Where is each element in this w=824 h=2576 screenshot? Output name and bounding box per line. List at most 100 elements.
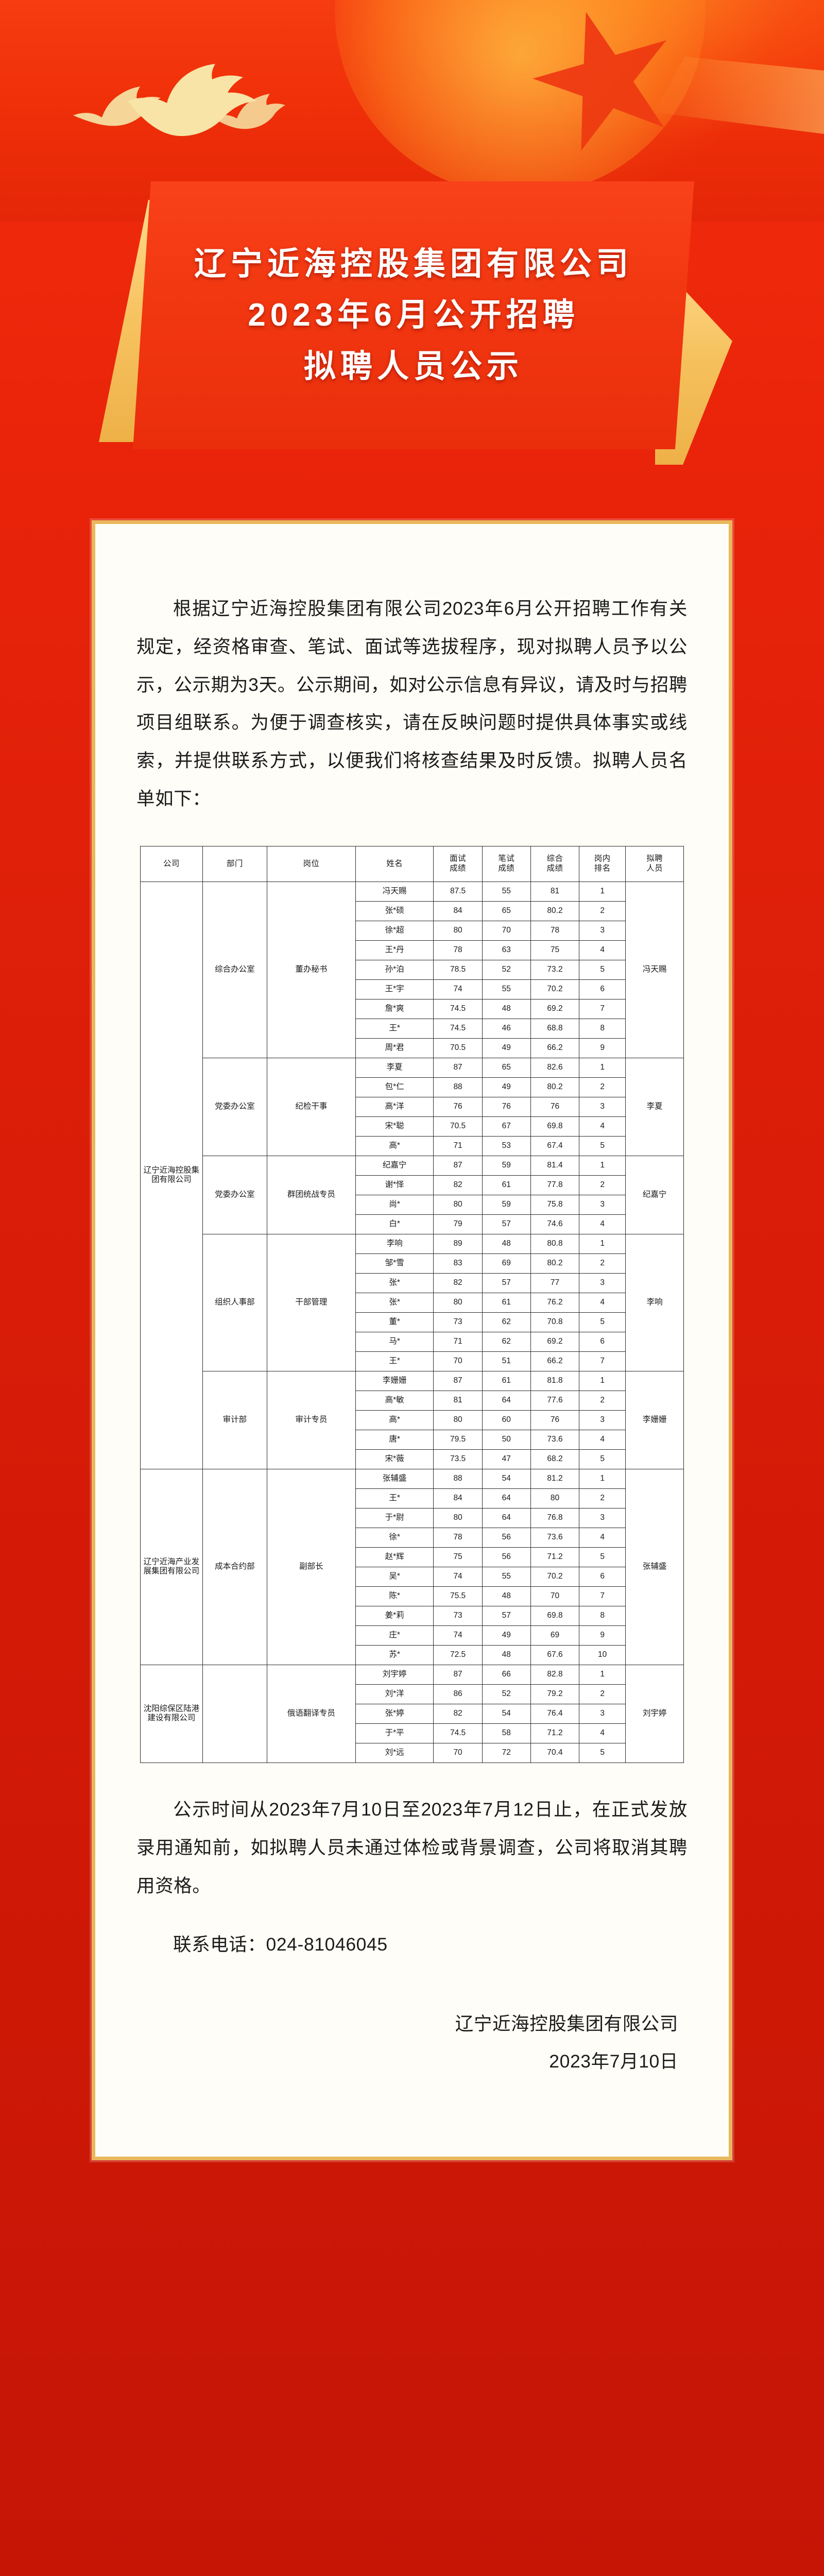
cell-composite-score: 76 bbox=[530, 1410, 580, 1430]
cell-rank: 2 bbox=[579, 1684, 626, 1704]
cell-rank: 1 bbox=[579, 1468, 626, 1489]
cell-name: 于*尉 bbox=[355, 1507, 434, 1528]
table-row: 白* 79 57 74.6 4 bbox=[141, 1214, 684, 1234]
table-row: 詹*爽 74.5 48 69.2 7 bbox=[141, 998, 684, 1019]
cell-position: 纪检干事 bbox=[266, 1057, 356, 1156]
cell-name: 宋*薇 bbox=[355, 1449, 434, 1469]
cell-interview-score: 74 bbox=[433, 1566, 483, 1587]
cell-name: 高* bbox=[355, 1410, 434, 1430]
table-row: 高* 71 53 67.4 5 bbox=[141, 1136, 684, 1156]
cell-composite-score: 66.2 bbox=[530, 1351, 580, 1371]
table-head: 公司 部门 岗位 姓名 面试 成绩 笔试 成绩 bbox=[140, 845, 684, 882]
cell-composite-score: 76 bbox=[530, 1096, 580, 1117]
cell-rank: 7 bbox=[579, 1586, 626, 1606]
cell-name: 白* bbox=[355, 1214, 434, 1234]
cell-composite-score: 66.2 bbox=[530, 1038, 580, 1058]
table-row: 辽宁近海控股集团有限公司 综合办公室 董办秘书 冯天赐 87.5 55 81 1 冯天赐 bbox=[140, 881, 684, 1469]
table-row: 包*仁 88 49 80.2 2 bbox=[141, 1077, 684, 1097]
cell-interview-score: 82 bbox=[433, 1703, 483, 1724]
cell-written-score: 64 bbox=[482, 1488, 531, 1509]
cell-name: 邹*雪 bbox=[355, 1253, 434, 1274]
cell-name: 张* bbox=[355, 1292, 434, 1313]
candidates-table-container: 公司 部门 岗位 姓名 面试 成绩 笔试 成绩 bbox=[136, 845, 688, 1763]
cell-composite-score: 79.2 bbox=[530, 1684, 580, 1704]
cell-rank: 4 bbox=[579, 1527, 626, 1548]
table-row: 刘*远 70 72 70.4 5 bbox=[141, 1742, 684, 1763]
sun-glow-icon bbox=[335, 0, 706, 196]
cell-written-score: 62 bbox=[482, 1312, 531, 1332]
cell-composite-score: 81.2 bbox=[530, 1468, 580, 1489]
cell-written-score: 61 bbox=[482, 1370, 531, 1391]
cell-interview-score: 71 bbox=[433, 1136, 483, 1156]
cell-rank: 3 bbox=[579, 1703, 626, 1724]
cell-written-score: 48 bbox=[482, 1586, 531, 1606]
cell-interview-score: 88 bbox=[433, 1468, 483, 1489]
cell-name: 高* bbox=[355, 1136, 434, 1156]
cell-interview-score: 80 bbox=[433, 1194, 483, 1215]
table-row: 高*敏 81 64 77.6 2 bbox=[141, 1390, 684, 1411]
cell-rank: 6 bbox=[579, 979, 626, 999]
cell-rank: 1 bbox=[579, 1233, 626, 1254]
title-plate: 辽宁近海控股集团有限公司 2023年6月公开招聘 拟聘人员公示 bbox=[133, 181, 694, 449]
cell-interview-score: 87.5 bbox=[433, 881, 483, 902]
cell-written-score: 57 bbox=[482, 1273, 531, 1293]
cell-interview-score: 74.5 bbox=[433, 998, 483, 1019]
table-row: 邹*雪 83 69 80.2 2 bbox=[141, 1253, 684, 1274]
cell-rank: 1 bbox=[579, 1155, 626, 1176]
cell-written-score: 56 bbox=[482, 1547, 531, 1567]
cell-rank: 7 bbox=[579, 998, 626, 1019]
dove-icon bbox=[128, 64, 256, 136]
cell-interview-score: 82 bbox=[433, 1273, 483, 1293]
cell-position: 俄语翻译专员 bbox=[266, 1664, 356, 1763]
cell-rank: 2 bbox=[579, 1175, 626, 1195]
cell-composite-score: 76.4 bbox=[530, 1703, 580, 1724]
cell-composite-score: 69 bbox=[530, 1625, 580, 1646]
cell-department: 党委办公室 bbox=[202, 1057, 267, 1156]
table-body: 辽宁近海控股集团有限公司 综合办公室 董办秘书 冯天赐 87.5 55 81 1 冯天赐 张*硕 8… bbox=[140, 881, 684, 1763]
cell-department: 组织人事部 bbox=[202, 1233, 267, 1371]
signature-org: 辽宁近海控股集团有限公司 bbox=[455, 2013, 678, 2034]
cell-name: 宋*聪 bbox=[355, 1116, 434, 1137]
cell-written-score: 60 bbox=[482, 1410, 531, 1430]
cell-name: 苏* bbox=[355, 1645, 434, 1665]
cell-interview-score: 78 bbox=[433, 940, 483, 960]
cell-composite-score: 73.2 bbox=[530, 959, 580, 980]
cell-rank: 5 bbox=[579, 1136, 626, 1156]
cell-name: 董* bbox=[355, 1312, 434, 1332]
cell-written-score: 63 bbox=[482, 940, 531, 960]
cell-rank: 2 bbox=[579, 1390, 626, 1411]
table-row: 高* 80 60 76 3 bbox=[141, 1410, 684, 1430]
signature-date: 2023年7月10日 bbox=[549, 2051, 678, 2072]
cell-composite-score: 70.2 bbox=[530, 979, 580, 999]
cell-name: 冯天赐 bbox=[355, 881, 434, 902]
table-row: 姜*莉 73 57 69.8 8 bbox=[141, 1605, 684, 1626]
cell-composite-score: 73.6 bbox=[530, 1429, 580, 1450]
cell-rank: 8 bbox=[579, 1018, 626, 1039]
cell-rank: 3 bbox=[579, 1507, 626, 1528]
cell-composite-score: 76.2 bbox=[530, 1292, 580, 1313]
table-row: 宋*薇 73.5 47 68.2 5 bbox=[141, 1449, 684, 1469]
cell-interview-score: 74.5 bbox=[433, 1018, 483, 1039]
cell-interview-score: 88 bbox=[433, 1077, 483, 1097]
cell-name: 徐* bbox=[355, 1527, 434, 1548]
cell-interview-score: 74.5 bbox=[433, 1723, 483, 1743]
dove-icon bbox=[212, 94, 285, 129]
cell-composite-score: 68.2 bbox=[530, 1449, 580, 1469]
cell-interview-score: 79.5 bbox=[433, 1429, 483, 1450]
cell-composite-score: 82.6 bbox=[530, 1057, 580, 1078]
cell-composite-score: 75 bbox=[530, 940, 580, 960]
cell-rank: 8 bbox=[579, 1605, 626, 1626]
cell-name: 李响 bbox=[355, 1233, 434, 1254]
table-row: 周*君 70.5 49 66.2 9 bbox=[141, 1038, 684, 1058]
table-row: 张*硕 84 65 80.2 2 bbox=[141, 901, 684, 921]
cell-name: 纪嘉宁 bbox=[355, 1155, 434, 1176]
cell-interview-score: 86 bbox=[433, 1684, 483, 1704]
cell-composite-score: 69.2 bbox=[530, 1331, 580, 1352]
cell-composite-score: 82.8 bbox=[530, 1664, 580, 1685]
cell-department: 党委办公室 bbox=[202, 1155, 267, 1234]
cell-rank: 10 bbox=[579, 1645, 626, 1665]
cell-rank: 3 bbox=[579, 1194, 626, 1215]
cell-name: 王* bbox=[355, 1488, 434, 1509]
cell-written-score: 64 bbox=[482, 1390, 531, 1411]
